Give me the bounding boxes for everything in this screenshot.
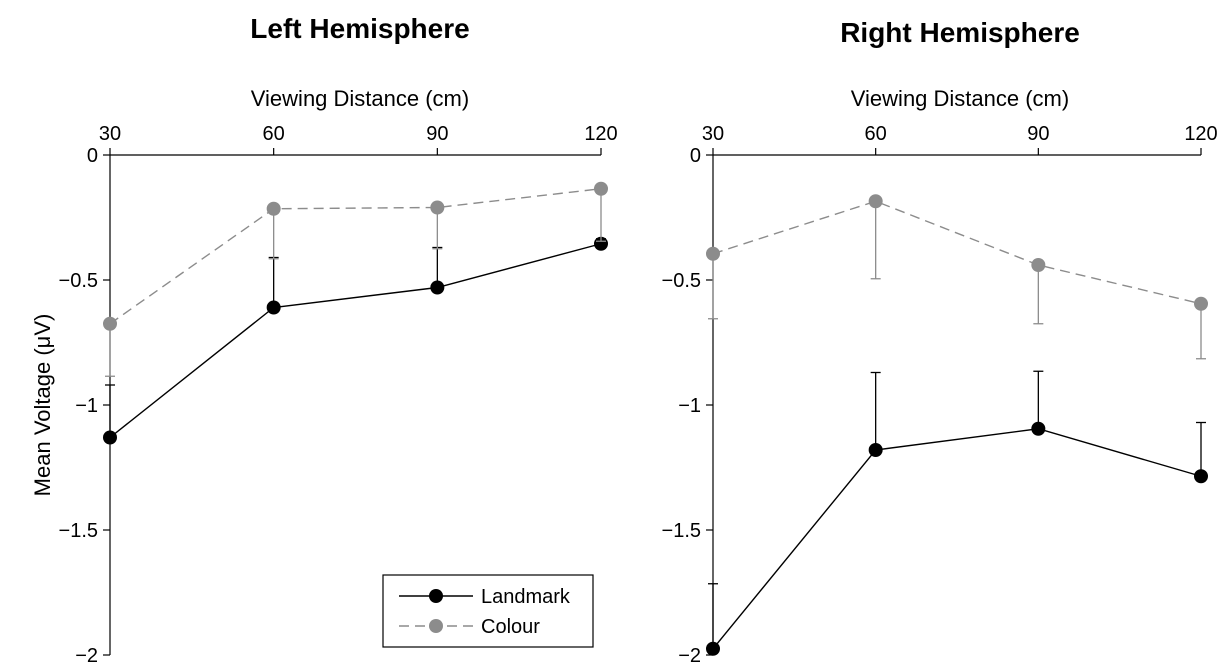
- data-point-colour: [1194, 296, 1208, 311]
- data-point-landmark: [1194, 469, 1208, 484]
- y-tick-label: −2: [75, 645, 98, 667]
- data-point-landmark: [103, 430, 117, 445]
- series-colour: [103, 181, 608, 377]
- data-point-colour: [706, 246, 720, 261]
- x-tick-label: 60: [263, 123, 285, 145]
- x-tick-label: 30: [99, 123, 121, 145]
- series-line-colour: [712, 200, 1202, 305]
- legend: Landmark Colour: [382, 574, 594, 648]
- panel-title: Left Hemisphere: [250, 13, 469, 44]
- y-tick-label: 0: [87, 145, 98, 167]
- x-tick-label: 120: [1184, 123, 1217, 145]
- y-tick-label: −2: [678, 645, 701, 667]
- data-point-colour: [1031, 258, 1046, 272]
- series-landmark: [706, 370, 1208, 656]
- legend-marker-landmark: [429, 589, 443, 603]
- x-tick-label: 120: [584, 123, 617, 145]
- legend-label-colour: Colour: [481, 616, 540, 638]
- series-line-landmark: [109, 243, 602, 439]
- panel-title: Right Hemisphere: [840, 17, 1080, 48]
- x-tick-label: 60: [865, 123, 887, 145]
- y-tick-label: −1.5: [59, 520, 98, 542]
- data-point-colour: [266, 201, 281, 216]
- series-line-colour: [109, 188, 602, 325]
- panel-left-hemisphere: Left Hemisphere Viewing Distance (cm) Mean…: [30, 13, 618, 667]
- series-colour: [706, 194, 1208, 360]
- data-point-colour: [868, 194, 883, 209]
- y-tick-label: −0.5: [59, 270, 98, 292]
- data-point-landmark: [706, 641, 720, 656]
- y-tick-label: 0: [690, 145, 701, 167]
- legend-label-landmark: Landmark: [481, 586, 571, 608]
- data-point-landmark: [594, 236, 608, 251]
- legend-box: [382, 574, 594, 648]
- x-tick-label: 90: [426, 123, 448, 145]
- data-point-landmark: [868, 443, 883, 457]
- data-point-colour: [430, 200, 445, 215]
- y-tick-label: −0.5: [662, 270, 701, 292]
- y-tick-label: −1.5: [662, 520, 701, 542]
- series-line-landmark: [712, 428, 1202, 650]
- y-tick-label: −1: [75, 395, 98, 417]
- data-point-landmark: [1031, 421, 1046, 436]
- y-tick-label: −1: [678, 395, 701, 417]
- data-point-colour: [103, 316, 117, 331]
- x-axis-label: Viewing Distance (cm): [251, 86, 469, 111]
- series-landmark: [103, 236, 608, 445]
- panel-right-hemisphere: Right Hemisphere Viewing Distance (cm) 30 6…: [662, 17, 1218, 667]
- data-point-colour: [594, 181, 608, 196]
- legend-marker-colour: [429, 619, 443, 633]
- x-tick-label: 90: [1027, 123, 1049, 145]
- x-tick-label: 30: [702, 123, 724, 145]
- y-axis-label: Mean Voltage (μV): [30, 314, 55, 497]
- data-point-landmark: [430, 280, 445, 295]
- data-point-landmark: [266, 300, 281, 315]
- x-axis-label: Viewing Distance (cm): [851, 86, 1069, 111]
